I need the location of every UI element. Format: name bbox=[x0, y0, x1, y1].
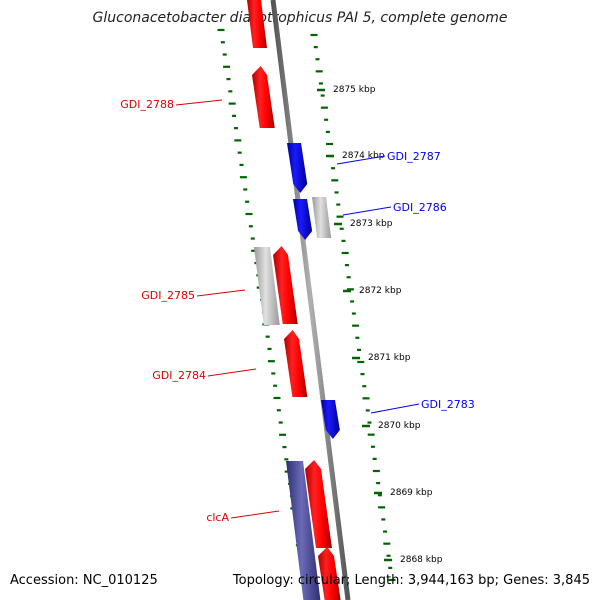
reverse-gene-gdi-2787 bbox=[287, 143, 308, 193]
pseudo-gene-gdi-2785 bbox=[254, 247, 280, 325]
scale-label: 2874 kbp bbox=[342, 151, 385, 161]
gc-skew-right-track bbox=[310, 33, 396, 582]
scale-label: 2872 kbp bbox=[359, 286, 402, 296]
gene-label: clcA bbox=[206, 511, 229, 524]
scale-label: 2870 kbp bbox=[378, 421, 421, 431]
gene-label: GDI_2785 bbox=[141, 289, 195, 302]
scale-label: 2875 kbp bbox=[333, 85, 376, 95]
genome-backbone bbox=[270, 0, 351, 600]
forward-gene-top bbox=[247, 0, 267, 48]
label-leader-line bbox=[370, 403, 420, 414]
gene-labels: GDI_2788 GDI_2787 GDI_2786 GDI_2785 GDI_2784… bbox=[120, 98, 474, 524]
label-leader-line bbox=[196, 289, 246, 297]
genome-summary: Topology: circular; Length: 3,944,163 bp… bbox=[232, 573, 590, 588]
label-leader-line bbox=[342, 206, 392, 216]
label-leader-line bbox=[175, 99, 223, 106]
gene-label: GDI_2787 bbox=[387, 150, 441, 163]
map-title: Gluconacetobacter diazotrophicus PAI 5, … bbox=[92, 10, 508, 26]
accession-text: Accession: NC_010125 bbox=[10, 573, 158, 588]
scale-ticks: 2875 kbp 2874 kbp 2873 kbp 2872 kbp 2871 kbp… bbox=[317, 85, 443, 565]
forward-gene-gdi-2785 bbox=[273, 246, 298, 324]
scale-label: 2869 kbp bbox=[390, 488, 433, 498]
pseudo-gene-gdi-2786 bbox=[312, 197, 332, 238]
forward-gene-bottom bbox=[318, 547, 341, 600]
label-leader-line bbox=[336, 155, 386, 165]
gene-label: GDI_2784 bbox=[152, 369, 206, 382]
gene-features bbox=[247, 0, 341, 600]
scale-label: 2873 kbp bbox=[350, 219, 393, 229]
gene-label: GDI_2788 bbox=[120, 98, 174, 111]
label-leader-line bbox=[207, 368, 257, 377]
reverse-gene-gdi-2783 bbox=[321, 400, 340, 439]
scale-label: 2871 kbp bbox=[368, 353, 411, 363]
reverse-gene-gdi-2786 bbox=[293, 199, 313, 240]
gene-label: GDI_2783 bbox=[421, 398, 475, 411]
scale-label: 2868 kbp bbox=[400, 555, 443, 565]
forward-gene-gdi-2784 bbox=[284, 330, 308, 397]
label-leader-line bbox=[230, 510, 280, 519]
gene-label: GDI_2786 bbox=[393, 201, 447, 214]
forward-gene-gdi-2788 bbox=[252, 66, 275, 128]
rna-gene-clca bbox=[286, 461, 321, 600]
forward-gene-clca bbox=[305, 460, 332, 548]
